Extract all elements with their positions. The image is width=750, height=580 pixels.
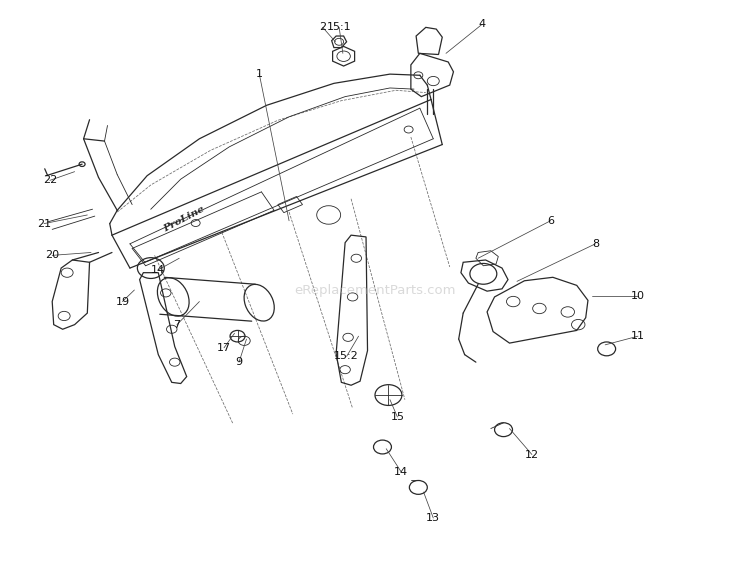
Text: 20: 20 [45, 251, 59, 260]
Text: 2: 2 [320, 23, 326, 32]
Text: 15:1: 15:1 [327, 23, 352, 32]
Text: 1: 1 [256, 68, 262, 78]
Text: 14: 14 [394, 467, 408, 477]
Text: 7: 7 [173, 320, 181, 329]
Text: 21: 21 [37, 219, 51, 229]
Text: 13: 13 [426, 513, 440, 523]
Text: eReplacementParts.com: eReplacementParts.com [294, 284, 456, 296]
Text: 8: 8 [592, 239, 599, 249]
Text: 12: 12 [525, 450, 539, 459]
Text: 17: 17 [217, 343, 231, 353]
Text: 22: 22 [43, 175, 57, 186]
Text: 10: 10 [631, 291, 645, 301]
Text: 9: 9 [236, 357, 242, 367]
Text: 15:2: 15:2 [334, 351, 359, 361]
Text: 19: 19 [116, 296, 130, 307]
Text: ProLine: ProLine [162, 204, 206, 233]
Text: 6: 6 [547, 216, 554, 226]
Text: 14: 14 [152, 265, 165, 275]
Text: 11: 11 [631, 331, 645, 341]
Text: 15: 15 [391, 412, 404, 422]
Text: 4: 4 [478, 20, 485, 30]
